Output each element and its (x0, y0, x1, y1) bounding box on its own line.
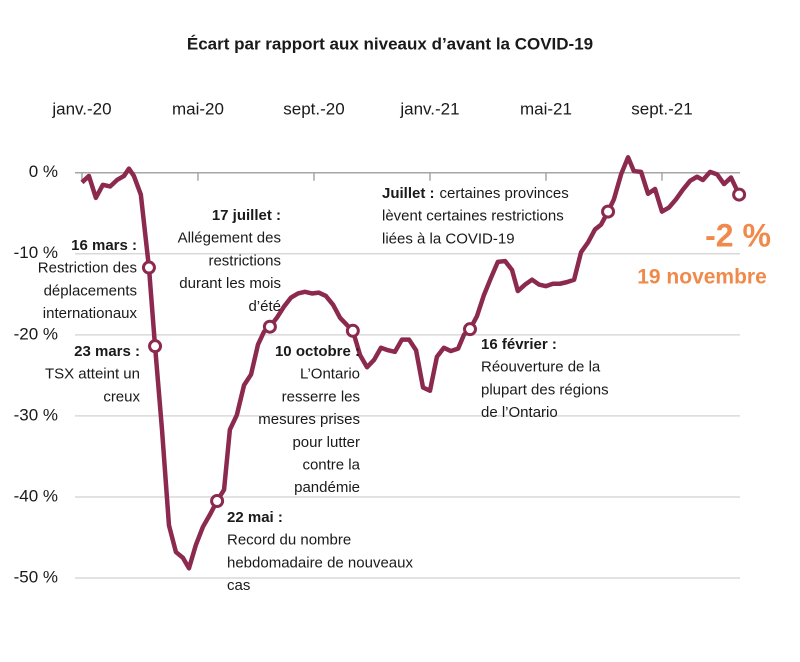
annotation-date: 17 juillet : (212, 207, 281, 224)
annotation-marker (462, 322, 477, 337)
y-tick-label: -50 % (14, 567, 58, 586)
end-date-label: 19 novembre (637, 266, 767, 289)
annotation-text: hebdomadaire de nouveaux (227, 554, 413, 571)
chart-title: Écart par rapport aux niveaux d’avant la… (187, 34, 593, 53)
annotation-text: pandémie (294, 479, 360, 496)
annotation-text: de l’Ontario (481, 404, 558, 421)
line-series (80, 155, 742, 571)
annotation-text: contre la (302, 456, 360, 473)
annotation-marker (732, 187, 747, 202)
y-tick-label: -40 % (14, 486, 58, 505)
annotation-marker (262, 319, 277, 334)
annotation-text: internationaux (43, 305, 138, 322)
annotation-text: creux (103, 388, 140, 405)
annotation-date: 16 février : (481, 336, 557, 353)
annotation-text: TSX atteint un (45, 366, 140, 383)
y-tick-label: -10 % (14, 243, 58, 262)
annotation-text: cas (227, 577, 250, 594)
annotation-date: 10 octobre : (275, 343, 360, 360)
annotation-text: lèvent certaines restrictions (382, 208, 564, 225)
annotation-text: d’été (248, 298, 281, 315)
annotation-text: resserre les (282, 388, 360, 405)
annotation-text: restrictions (208, 252, 281, 269)
annotation-text: déplacements (44, 282, 137, 299)
x-tick-label: mai-20 (172, 99, 224, 118)
annotation-text: Restriction des (38, 260, 137, 277)
annotation-text: Record du nombre (227, 532, 351, 549)
annotation-text: pour lutter (292, 434, 360, 451)
annotation-text: plupart des régions (481, 381, 609, 398)
x-tick-label: janv.-21 (399, 99, 459, 118)
annotation-marker (601, 204, 616, 219)
annotation-date: 23 mars : (74, 343, 140, 360)
y-tick-label: -30 % (14, 405, 58, 424)
annotation-text: mesures prises (258, 411, 360, 428)
x-tick-label: sept.-20 (283, 99, 344, 118)
annotation-text: L’Ontario (300, 366, 360, 383)
annotation-marker (210, 493, 225, 508)
annotation-marker (148, 339, 163, 354)
end-value-label: -2 % (705, 217, 771, 253)
annotation-date: 16 mars : (71, 237, 137, 254)
y-tick-label: -20 % (14, 324, 58, 343)
annotation-marker (345, 323, 360, 338)
x-tick-label: mai-21 (520, 99, 572, 118)
y-tick-label: 0 % (29, 162, 58, 181)
annotation-text: liées à la COVID-19 (382, 230, 515, 247)
annotation-text: certaines provinces (440, 185, 569, 202)
annotation-date: 22 mai : (227, 509, 283, 526)
annotation: Juillet : certaines provinces (382, 185, 569, 202)
annotation-date: Juillet : (382, 185, 435, 202)
annotation-text: Allégement des (178, 230, 281, 247)
annotation-text: durant les mois (179, 275, 281, 292)
annotation-text: Réouverture de la (481, 359, 601, 376)
annotation-marker (141, 260, 156, 275)
x-tick-label: janv.-20 (51, 99, 111, 118)
x-tick-label: sept.-21 (631, 99, 692, 118)
